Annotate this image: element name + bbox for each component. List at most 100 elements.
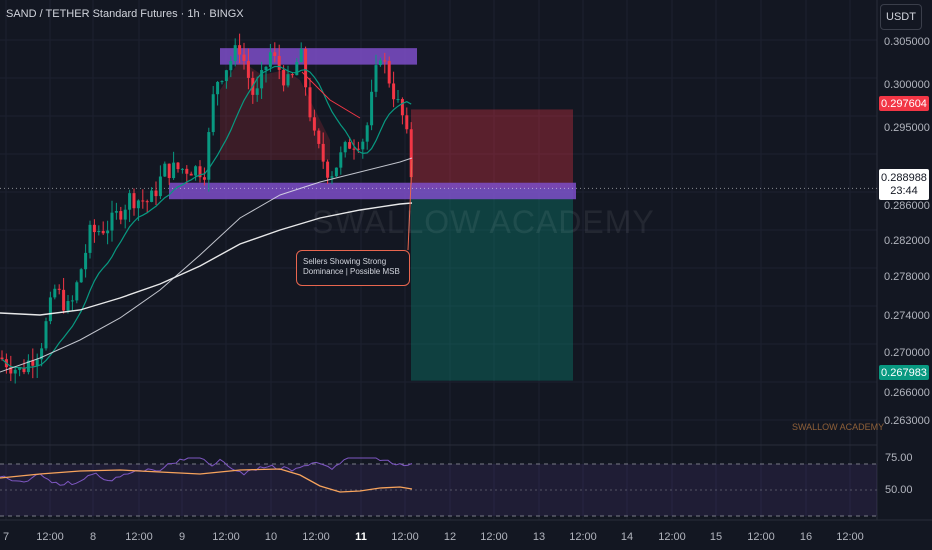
candle-body [13, 369, 17, 374]
current-price-tag: 0.288988 23:44 [879, 169, 929, 200]
price-tick-label: 0.282000 [884, 235, 930, 247]
candle-body [57, 288, 61, 290]
candle-body [220, 81, 224, 83]
candle-body [273, 52, 277, 57]
candle-body [290, 74, 294, 76]
candle-body [158, 176, 162, 197]
candle-body [246, 60, 250, 78]
take-profit-zone [411, 188, 573, 381]
candle-body [48, 297, 52, 322]
candle-body [119, 211, 123, 220]
candle-body [35, 359, 39, 366]
candle-body [299, 48, 303, 63]
candle-body [330, 176, 334, 178]
candle-body [40, 348, 44, 360]
stop-loss-price-tag: 0.297604 [879, 96, 929, 111]
candle-body [211, 94, 215, 133]
candle-body [409, 129, 413, 178]
callout-note[interactable]: Sellers Showing Strong Dominance | Possi… [296, 250, 410, 286]
candle-body [383, 60, 387, 62]
time-tick-label: 7 [2, 531, 10, 543]
candle-body [150, 190, 154, 202]
candle-body [348, 142, 352, 149]
candle-body [268, 52, 272, 67]
time-tick-label: 12:00 [302, 531, 330, 543]
rsi-tick-label: 75.00 [885, 452, 913, 464]
candle-body [31, 360, 35, 366]
candle-body [79, 269, 83, 283]
candle-body [207, 132, 211, 180]
candle-body [53, 288, 57, 298]
medium-moving-average [0, 157, 413, 373]
candle-body [194, 166, 198, 176]
price-tick-label: 0.286000 [884, 200, 930, 212]
currency-button[interactable]: USDT [880, 4, 922, 30]
candle-body [136, 200, 140, 209]
candle-body [365, 125, 369, 142]
time-tick-label: 12:00 [569, 531, 597, 543]
candle-body [75, 282, 79, 301]
candle-body [343, 142, 347, 153]
candle-body [101, 230, 105, 234]
time-tick-label: 13 [532, 531, 546, 543]
price-tick-label: 0.305000 [884, 36, 930, 48]
candle-body [84, 252, 88, 270]
candle-body [0, 357, 4, 360]
candle-body [145, 201, 149, 203]
price-tick-label: 0.266000 [884, 387, 930, 399]
time-tick-label: 14 [620, 531, 634, 543]
candle-body [370, 91, 374, 126]
time-tick-label: 10 [264, 531, 278, 543]
candle-body [180, 168, 184, 170]
price-tick-label: 0.270000 [884, 347, 930, 359]
slow-moving-average [0, 202, 413, 316]
candle-body [97, 230, 101, 233]
candle-body [405, 115, 409, 130]
callout-text: Sellers Showing Strong Dominance | Possi… [303, 257, 400, 276]
candle-body [229, 61, 233, 71]
candle-body [361, 141, 365, 150]
candle-body [185, 168, 189, 174]
candle-body [264, 66, 268, 71]
time-tick-label: 15 [709, 531, 723, 543]
time-tick-label: 12:00 [747, 531, 775, 543]
candle-body [356, 148, 360, 150]
time-tick-label: 12:00 [212, 531, 240, 543]
time-tick-label: 11 [355, 531, 367, 543]
candle-body [374, 65, 378, 92]
candle-body [224, 70, 228, 82]
watermark: SWALLOW ACADEMY [312, 204, 655, 240]
price-tick-label: 0.263000 [884, 415, 930, 427]
candle-body [304, 48, 308, 88]
candle-body [339, 152, 343, 168]
chart-title: SAND / TETHER Standard Futures · 1h · BI… [6, 8, 244, 20]
candle-body [123, 209, 127, 220]
trend-projection [301, 71, 361, 119]
candle-body [378, 60, 382, 66]
candle-body [255, 88, 259, 95]
time-tick-label: 16 [799, 531, 813, 543]
candle-body [400, 99, 404, 116]
candle-body [295, 62, 299, 76]
candle-body [312, 117, 316, 131]
candle-body [70, 300, 74, 302]
price-tick-label: 0.300000 [884, 79, 930, 91]
candle-body [334, 167, 338, 177]
candle-body [233, 45, 237, 62]
candle-body [282, 69, 286, 86]
candle-body [114, 211, 118, 213]
price-tick-label: 0.274000 [884, 310, 930, 322]
candle-body [387, 61, 391, 84]
candle-body [238, 45, 242, 55]
time-tick-label: 12:00 [658, 531, 686, 543]
time-tick-label: 12:00 [391, 531, 419, 543]
candle-body [92, 224, 96, 233]
candle-body [110, 212, 114, 231]
candle-body [141, 200, 145, 202]
candle-body [392, 83, 396, 100]
candle-body [172, 162, 176, 179]
time-tick-label: 12:00 [836, 531, 864, 543]
candle-body [352, 148, 356, 150]
